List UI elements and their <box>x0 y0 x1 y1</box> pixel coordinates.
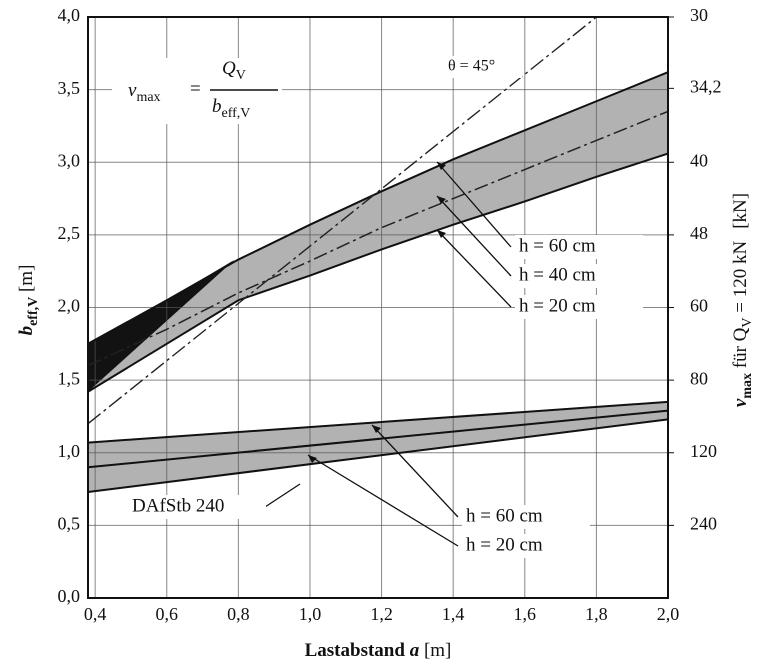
series-label: h = 20 cm <box>519 295 596 316</box>
x-tick-label: 0,4 <box>84 604 107 624</box>
arrow <box>371 424 459 518</box>
y2-axis-label: vmax für QV = 120 kN[kN] <box>730 193 755 407</box>
label-bg <box>462 505 590 529</box>
annotations: vmax = QV beff,V beff,V [m] vmax für QV … <box>16 5 755 661</box>
x-tick-label: 1,8 <box>585 604 608 624</box>
x-tick-label: 1,4 <box>442 604 465 624</box>
x-tick-label: 1,0 <box>299 604 322 624</box>
label-bg <box>442 56 522 78</box>
arrow-head <box>308 455 317 463</box>
y-tick-label: 2,5 <box>58 223 81 243</box>
label-bg <box>515 264 643 288</box>
formula-box <box>112 58 282 124</box>
y-tick-label: 2,0 <box>58 296 81 316</box>
x-axis-label: Lastabstand a [m] <box>305 640 452 661</box>
y-axis-label: beff,V [m] <box>16 265 41 336</box>
band-label: DAfStb 240 <box>132 495 224 516</box>
formula-lhs: vmax <box>128 80 161 105</box>
series-label: h = 20 cm <box>466 534 543 555</box>
arrow-head <box>372 425 381 433</box>
line <box>87 409 669 469</box>
y-tick-label: 1,0 <box>58 441 81 461</box>
series-label: h = 60 cm <box>466 505 543 526</box>
arrow-head <box>437 230 446 238</box>
x-tick-label: 2,0 <box>657 604 680 624</box>
label-bg <box>515 295 643 319</box>
x-tick-label: 1,2 <box>370 604 393 624</box>
y-tick-label: 0,0 <box>58 586 81 606</box>
y-tick-label: 1,5 <box>58 368 81 388</box>
y-tick-label: 0,5 <box>58 514 81 534</box>
label-bg <box>128 495 266 519</box>
y-tick-label: 4,0 <box>58 5 81 25</box>
band <box>88 72 668 392</box>
line <box>87 152 669 393</box>
arrow-head <box>437 162 446 170</box>
formula-denominator: beff,V <box>212 96 250 121</box>
arrow <box>436 195 512 277</box>
formula-eq: = <box>190 78 201 99</box>
arrow <box>264 483 301 508</box>
plot-border <box>87 16 669 599</box>
arrow-head <box>437 196 446 204</box>
arrow <box>436 161 512 248</box>
y2-tick-label: 40 <box>690 150 708 170</box>
line <box>87 400 669 444</box>
arrow <box>307 454 459 547</box>
y2-tick-label: 34,2 <box>690 76 722 96</box>
y-tick-label: 3,0 <box>58 150 81 170</box>
line <box>87 110 669 367</box>
x-tick-label: 0,8 <box>227 604 250 624</box>
line <box>87 418 669 493</box>
y2-tick-label: 240 <box>690 514 717 534</box>
line <box>87 71 669 345</box>
label-bg <box>462 534 590 558</box>
series-label: h = 40 cm <box>519 264 596 285</box>
formula-numerator: QV <box>222 58 246 83</box>
label-bg <box>515 235 643 259</box>
series-label: h = 60 cm <box>519 235 596 256</box>
y-tick-label: 3,5 <box>58 78 81 98</box>
y2-tick-label: 60 <box>690 296 708 316</box>
overlap-region <box>88 259 235 392</box>
y2-tick-label: 30 <box>690 5 708 25</box>
y2-tick-label: 48 <box>690 223 708 243</box>
y2-tick-label: 120 <box>690 441 717 461</box>
arrow <box>436 229 512 308</box>
theta-label: θ = 45° <box>448 58 495 75</box>
theta-line <box>87 16 597 425</box>
x-tick-label: 0,6 <box>156 604 179 624</box>
x-tick-label: 1,6 <box>514 604 537 624</box>
y2-tick-label: 80 <box>690 368 708 388</box>
